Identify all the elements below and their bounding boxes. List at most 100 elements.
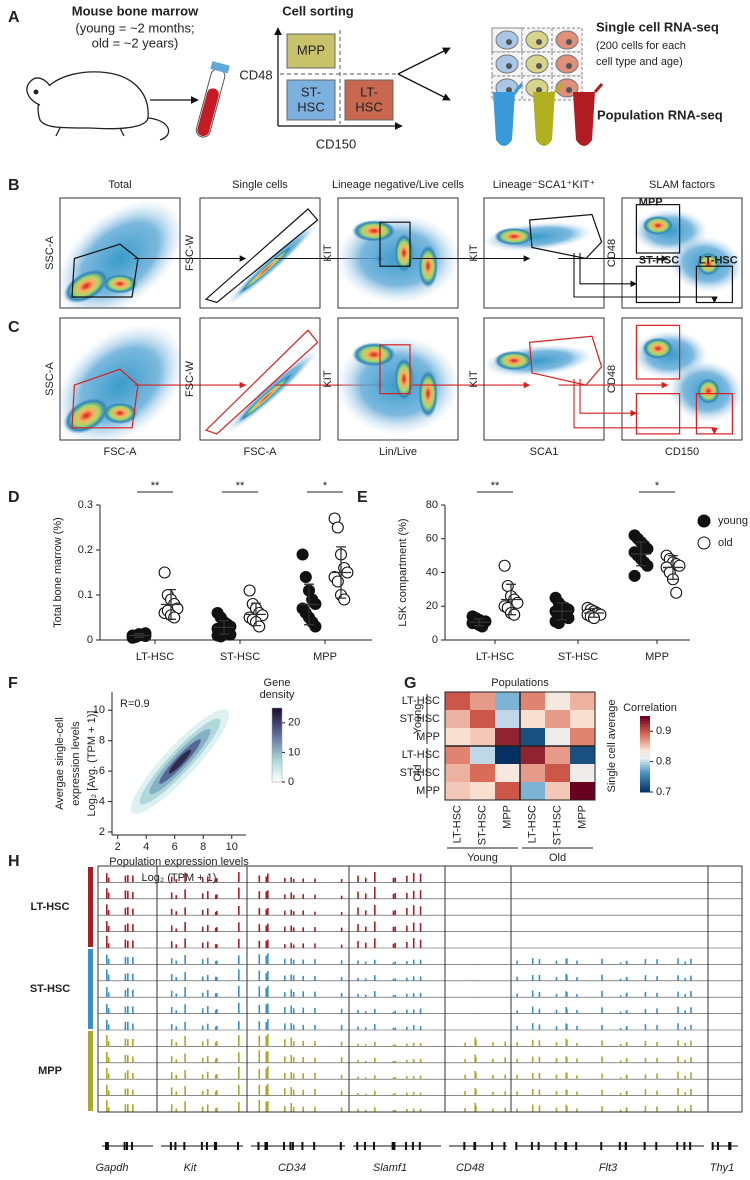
peak: [107, 974, 110, 981]
peak: [364, 1077, 367, 1080]
peak: [214, 927, 217, 932]
peak: [175, 944, 178, 948]
peak: [601, 1007, 603, 1014]
peak: [216, 1041, 218, 1047]
peak: [206, 1056, 209, 1063]
mean-sd: [161, 588, 181, 620]
blob: [494, 227, 534, 246]
colorbar-step: [640, 718, 650, 722]
peak: [132, 924, 134, 932]
peak: [201, 942, 204, 948]
gate: [635, 324, 681, 380]
peak: [392, 910, 395, 916]
peak: [175, 1059, 178, 1063]
plot-title: Lineage negative/Live cells: [332, 179, 465, 191]
flow-plot: [621, 197, 743, 309]
peak: [292, 1073, 295, 1080]
y-tick-label: 0: [432, 634, 438, 646]
gene-label: CD48: [456, 1162, 485, 1174]
peak: [201, 1057, 204, 1063]
heatmap-cell: [520, 782, 545, 800]
peak: [132, 875, 134, 883]
peak: [132, 956, 134, 965]
colorbar-step: [640, 764, 650, 768]
peak: [258, 986, 261, 998]
peak: [132, 1006, 134, 1014]
peak: [464, 1090, 466, 1096]
peak: [412, 993, 415, 998]
peak: [394, 994, 397, 998]
peak: [284, 1072, 286, 1080]
peak: [184, 1035, 186, 1047]
exon: [618, 1142, 621, 1150]
peak: [206, 876, 209, 883]
heatmap-cell: [545, 746, 570, 764]
significance: *: [323, 480, 328, 492]
peak: [357, 1009, 359, 1014]
peak: [531, 1104, 534, 1112]
flow-plot: [59, 317, 181, 441]
peak: [127, 1088, 129, 1096]
peak: [284, 958, 286, 965]
gate-label: HSC: [355, 99, 382, 114]
mean-sd: [246, 602, 266, 627]
peak: [357, 1059, 359, 1063]
peak: [238, 872, 240, 883]
peak: [677, 958, 679, 965]
flow-plot: [483, 317, 605, 441]
y-tick-label: 0.3: [78, 499, 93, 511]
peak: [531, 974, 534, 981]
peak: [302, 1040, 305, 1047]
peak: [576, 1043, 578, 1047]
exon: [474, 1142, 477, 1150]
peak: [374, 921, 376, 932]
peak: [290, 1102, 293, 1112]
peak: [238, 922, 240, 932]
peak: [258, 1050, 261, 1063]
peak: [265, 1004, 268, 1014]
peak: [492, 1108, 494, 1112]
peak: [267, 953, 269, 965]
y-axis-label: KIT: [468, 370, 480, 387]
y-axis-label: SSC-A: [44, 362, 56, 396]
blob: [418, 369, 438, 419]
peak: [292, 895, 295, 899]
peak: [601, 1073, 603, 1080]
peak: [538, 991, 541, 998]
peak: [504, 1107, 507, 1112]
peak: [357, 993, 359, 998]
peak: [302, 959, 305, 965]
nucleus: [536, 63, 542, 69]
peak: [412, 1091, 415, 1096]
exon: [537, 1142, 540, 1150]
peak: [127, 940, 129, 948]
peak: [216, 960, 218, 965]
peak: [406, 925, 408, 932]
peak: [106, 904, 108, 916]
gate-label: LT-HSC: [699, 255, 738, 267]
y-tick-label: 4: [99, 795, 105, 807]
peak: [531, 1089, 534, 1096]
colorbar-step: [640, 769, 650, 773]
colorbar-tick: 0.9: [656, 725, 671, 737]
x-tick-label: ST-HSC: [220, 651, 260, 663]
peak: [555, 1107, 558, 1112]
peak: [601, 1106, 603, 1112]
peak: [214, 1108, 217, 1112]
peak: [626, 1026, 628, 1030]
col-label: LT-HSC: [451, 805, 463, 843]
group-label: MPP: [38, 1065, 62, 1077]
peak: [302, 991, 305, 998]
heatmap-cell: [570, 764, 595, 782]
peak: [267, 890, 269, 899]
y-tick-label: 80: [426, 499, 438, 511]
peak: [419, 939, 422, 948]
peak: [364, 961, 367, 965]
peak: [106, 954, 108, 965]
exon: [564, 1142, 567, 1150]
plot-title: Lineage⁻SCA1⁺KIT⁺: [493, 179, 596, 191]
peak: [531, 1056, 534, 1063]
peak: [412, 1042, 415, 1047]
peak: [516, 1091, 518, 1096]
mean-sd: [631, 541, 651, 567]
